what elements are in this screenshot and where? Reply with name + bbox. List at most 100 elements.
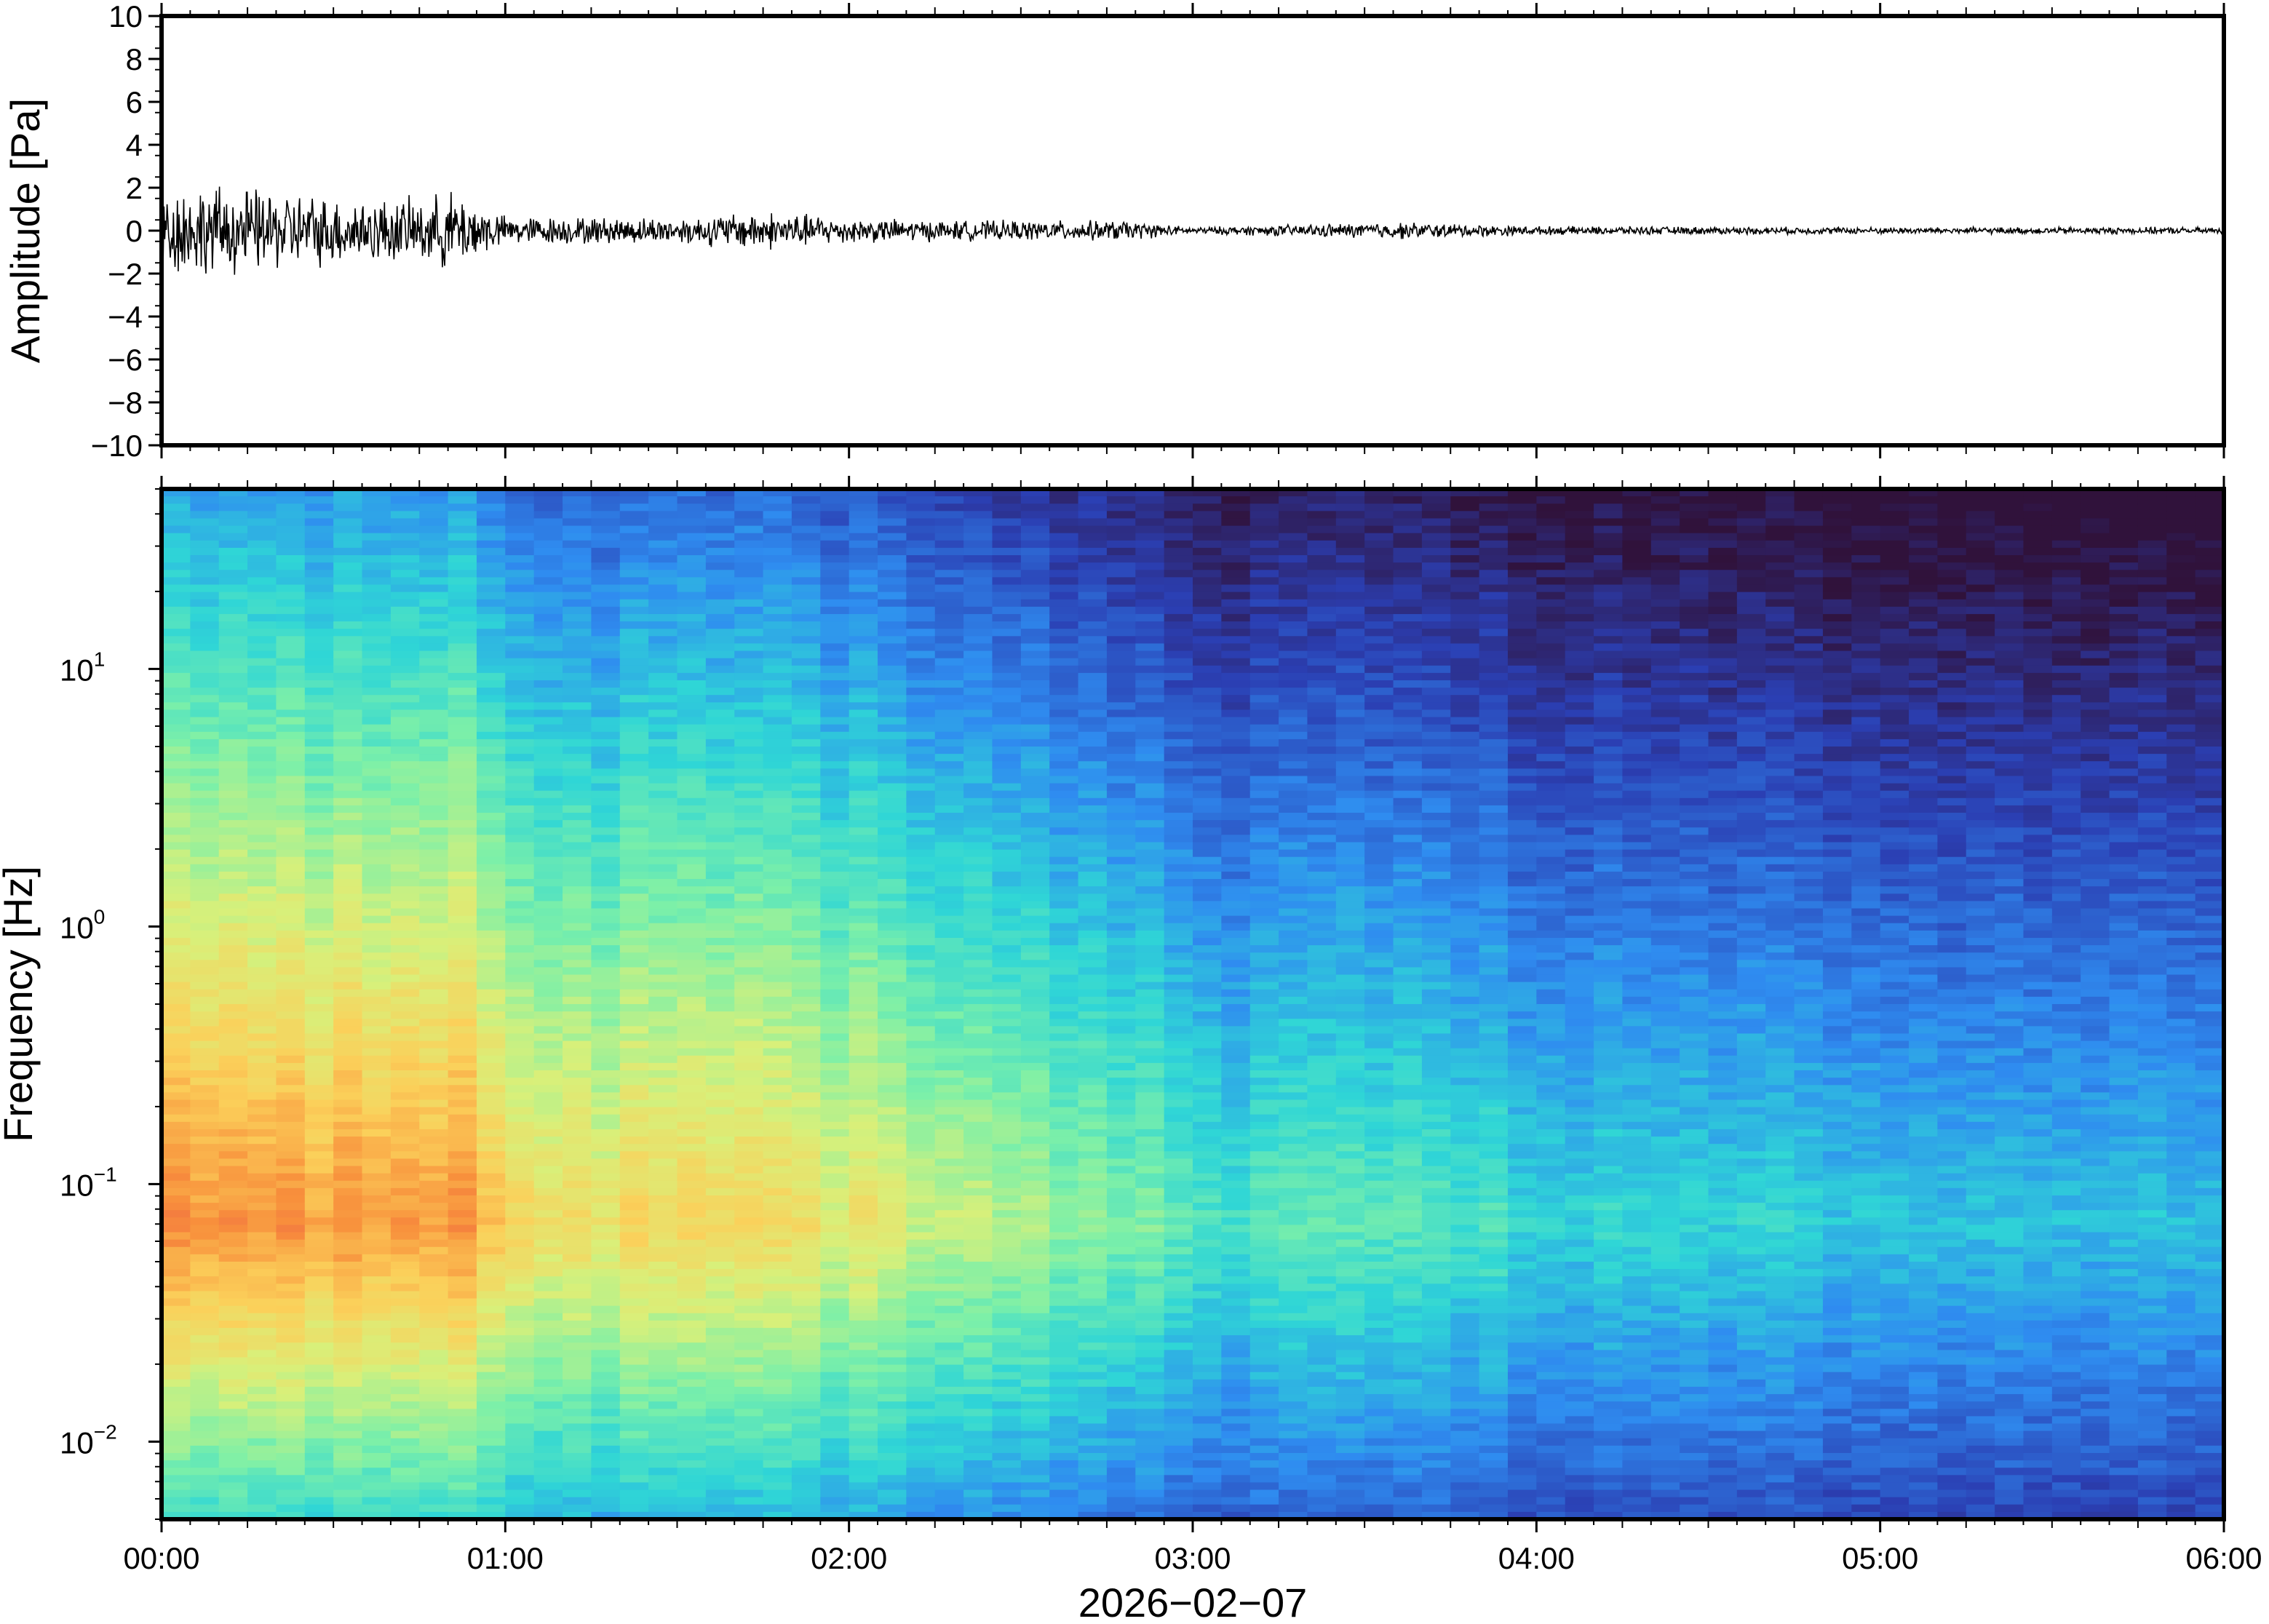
spectrogram-cell (218, 599, 248, 608)
spectrogram-cell (791, 849, 822, 858)
spectrogram-cell (505, 629, 535, 637)
spectrogram-cell (162, 1062, 191, 1071)
spectrogram-cell (820, 1511, 850, 1519)
spectrogram-cell (190, 533, 220, 541)
spectrogram-cell (1078, 937, 1108, 946)
spectrogram-cell (1106, 533, 1137, 541)
spectrogram-cell (619, 584, 649, 593)
spectrogram-cell (1135, 695, 1165, 704)
spectrogram-cell (992, 1203, 1022, 1211)
spectrogram-cell (820, 496, 850, 505)
spectrogram-cell (533, 879, 563, 887)
spectrogram-cell (218, 1144, 248, 1153)
spectrogram-cell (1020, 643, 1050, 652)
spectrogram-cell (648, 643, 678, 652)
spectrogram-cell (820, 1497, 850, 1505)
spectrogram-cell (934, 1291, 964, 1299)
spectrogram-cell (648, 886, 678, 895)
spectrogram-cell (419, 731, 449, 740)
spectrogram-cell (533, 680, 563, 688)
spectrogram-cell (591, 915, 621, 924)
spectrogram-cell (763, 1313, 792, 1321)
spectrogram-cell (1049, 1011, 1079, 1020)
spectrogram-cell (1106, 1173, 1137, 1182)
spectrogram-cell (218, 658, 248, 666)
spectrogram-cell (934, 1210, 964, 1219)
spectrogram-cell (276, 901, 306, 909)
spectrogram-cell (906, 1026, 936, 1035)
spectrogram-cell (390, 1158, 421, 1167)
spectrogram-cell (705, 982, 736, 990)
spectrogram-cell (906, 672, 936, 681)
spectrogram-cell (934, 797, 964, 806)
spectrogram-cell (820, 1173, 850, 1182)
spectrogram-cell (533, 1173, 563, 1182)
spectrogram-cell (218, 1482, 248, 1491)
spectrogram-cell (448, 1430, 477, 1439)
spectrogram-cell (448, 1055, 477, 1064)
spectrogram-cell (476, 1144, 506, 1153)
spectrogram-cell (505, 747, 535, 755)
spectrogram-cell (1020, 1187, 1050, 1196)
spectrogram-cell (1020, 1386, 1050, 1395)
spectrogram-cell (505, 761, 535, 770)
spectrogram-cell (276, 820, 306, 829)
spectrogram-cell (1049, 1430, 1079, 1439)
spectrogram-cell (1020, 599, 1050, 608)
spectrogram-cell (218, 717, 248, 725)
spectrogram-cell (362, 1137, 392, 1145)
spectrogram-cell (333, 967, 363, 976)
spectrogram-cell (619, 1166, 649, 1174)
spectrogram-cell (1020, 1342, 1050, 1351)
spectrogram-cell (849, 643, 878, 652)
spectrogram-cell (878, 1092, 907, 1101)
spectrogram-cell (820, 1276, 850, 1285)
spectrogram-cell (849, 886, 878, 895)
spectrogram-cell (820, 1121, 850, 1130)
spectrogram-cell (934, 1180, 964, 1189)
spectrogram-cell (505, 1137, 535, 1145)
spectrogram-cell (820, 1217, 850, 1226)
spectrogram-cell (304, 1011, 334, 1020)
spectrogram-cell (1020, 1070, 1050, 1078)
spectrogram-cell (906, 1497, 936, 1505)
spectrogram-cell (533, 606, 563, 615)
spectrogram-cell (677, 658, 707, 666)
spectrogram-cell (820, 783, 850, 792)
spectrogram-cell (1049, 1328, 1079, 1336)
spectrogram-cell (247, 856, 277, 865)
spectrogram-cell (190, 996, 220, 1005)
spectrogram-cell (705, 621, 736, 629)
spectrogram-cell (878, 547, 907, 556)
spectrogram-cell (1135, 1026, 1165, 1035)
spectrogram-cell (763, 584, 792, 593)
spectrogram-cell (190, 1313, 220, 1321)
spectrogram-cell (906, 650, 936, 659)
spectrogram-cell (247, 1430, 277, 1439)
spectrogram-cell (677, 496, 707, 505)
spectrogram-cell (247, 776, 277, 784)
spectrogram-cell (162, 1187, 191, 1196)
spectrogram-cell (247, 879, 277, 887)
spectrogram-cell (563, 1291, 592, 1299)
spectrogram-cell (218, 1475, 248, 1484)
spectrogram-cell (419, 1055, 449, 1064)
spectrogram-cell (963, 1254, 993, 1262)
spectrogram-cell (333, 937, 363, 946)
spectrogram-cell (763, 1386, 792, 1395)
spectrogram-cell (791, 592, 822, 600)
spectrogram-cell (1164, 1180, 1193, 1189)
spectrogram-cell (476, 1092, 506, 1101)
spectrogram-cell (963, 1497, 993, 1505)
spectrogram-cell (934, 1048, 964, 1056)
spectrogram-cell (162, 960, 191, 968)
spectrogram-cell (934, 1468, 964, 1476)
spectrogram-cell (1020, 960, 1050, 968)
spectrogram-cell (276, 1394, 306, 1402)
spectrogram-cell (1106, 1372, 1137, 1380)
spectrogram-cell (448, 1129, 477, 1137)
spectrogram-cell (906, 1070, 936, 1078)
spectrogram-cell (1135, 555, 1165, 563)
spectrogram-cell (362, 680, 392, 688)
spectrogram-cell (162, 1026, 191, 1035)
